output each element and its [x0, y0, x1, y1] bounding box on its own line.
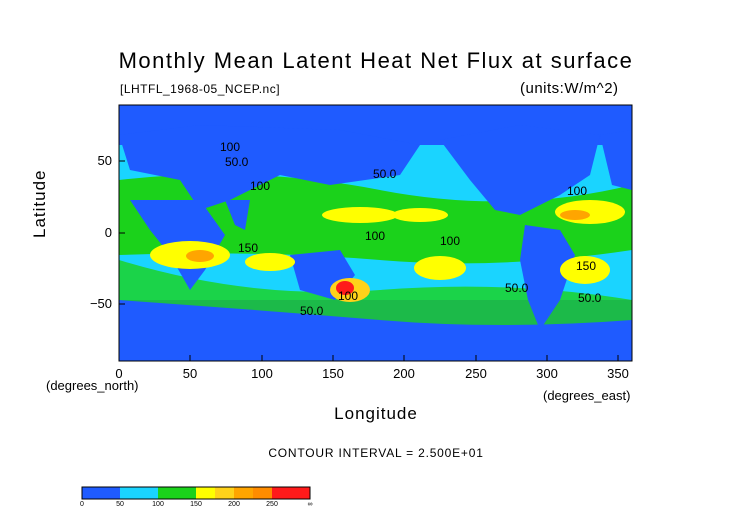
x-tick-label: 50: [182, 366, 198, 381]
colorbar-swatch: [82, 487, 102, 499]
colorbar-swatch: [196, 487, 216, 499]
colorbar-swatch: [101, 487, 121, 499]
x-tick-label: 100: [251, 366, 273, 381]
colorbar-swatch: [215, 487, 235, 499]
map-contour-label: 150: [576, 259, 596, 273]
colorbar-swatch: [253, 487, 273, 499]
south-america: [520, 225, 575, 330]
tasman-core: [336, 281, 354, 295]
colorbar-swatch: [291, 487, 311, 499]
map-contour-label: 50.0: [300, 304, 324, 318]
units-label: (units:W/m^2): [520, 80, 619, 97]
map-contour-labels: 100 50.0 100 50.0 100 150 100 100 150 10…: [220, 140, 602, 318]
north-pacific-hotspot: [322, 207, 398, 223]
x-tick-label: 250: [465, 366, 487, 381]
map-contour-label: 100: [440, 234, 460, 248]
y-tick-label: −50: [89, 296, 112, 311]
contour-interval: CONTOUR INTERVAL = 2.500E+01: [268, 446, 484, 460]
x-tick-label: 150: [322, 366, 344, 381]
eurasia: [119, 125, 420, 210]
colorbar-tick-label: 200: [228, 501, 240, 508]
antarctica: [119, 330, 632, 361]
south-pacific-hotspot: [414, 256, 466, 280]
map-contour-label: 100: [250, 179, 270, 193]
x-tick-label: 300: [536, 366, 558, 381]
x-axis-label: Longitude: [334, 404, 418, 423]
colorbar-swatch: [234, 487, 254, 499]
colorbar-tick-label: 100: [152, 501, 164, 508]
axis-ticks: [118, 160, 619, 361]
y-tick-label: 0: [104, 225, 112, 240]
map-contour-label: 100: [338, 289, 358, 303]
y-axis-label: Latitude: [30, 169, 49, 239]
colorbar-tick-label: 250: [266, 501, 278, 508]
map-contour-label: 100: [365, 229, 385, 243]
indian-ocean-core: [186, 250, 214, 262]
colorbar-tick-label: 0: [80, 501, 84, 508]
colorbar-swatch: [272, 487, 292, 499]
chart-title: Monthly Mean Latent Heat Net Flux at sur…: [118, 48, 634, 73]
south-green-band: [119, 260, 632, 325]
colorbar-tick-label: 50: [116, 501, 124, 508]
map-contour-label: 100: [567, 184, 587, 198]
east-indian-hotspot: [245, 253, 295, 271]
colorbar-tick-label: ∞: [307, 501, 313, 508]
colorbar: [81, 486, 311, 500]
x-tick-label: 200: [393, 366, 415, 381]
europe-wrap: [600, 130, 632, 190]
x-axis-unit-right: (degrees_east): [543, 388, 631, 403]
central-pacific-hotspot: [392, 208, 448, 222]
x-tick-label: 0: [115, 366, 123, 381]
colorbar-swatch: [139, 487, 159, 499]
north-america: [440, 125, 600, 215]
x-tick-label: 350: [607, 366, 629, 381]
north-atlantic-core: [560, 210, 590, 220]
map-contour-label: 150: [238, 241, 258, 255]
south-atlantic-hotspot: [560, 256, 610, 284]
map-contour-label: 100: [220, 140, 240, 154]
map-contour-label: 50.0: [505, 281, 529, 295]
india: [225, 200, 250, 230]
map-contour-label: 50.0: [225, 155, 249, 169]
colorbar-tick-label: 150: [190, 501, 202, 508]
map-contour-label: 50.0: [578, 291, 602, 305]
file-label: [LHTFL_1968-05_NCEP.nc]: [120, 82, 281, 96]
colorbar-swatch: [177, 487, 197, 499]
colorbar-swatch: [120, 487, 140, 499]
y-tick-label: 50: [97, 153, 112, 168]
colorbar-outline: [81, 486, 311, 500]
map-contour-label: 50.0: [373, 167, 397, 181]
colorbar-swatch: [158, 487, 178, 499]
x-axis-unit-left: (degrees_north): [46, 378, 139, 393]
